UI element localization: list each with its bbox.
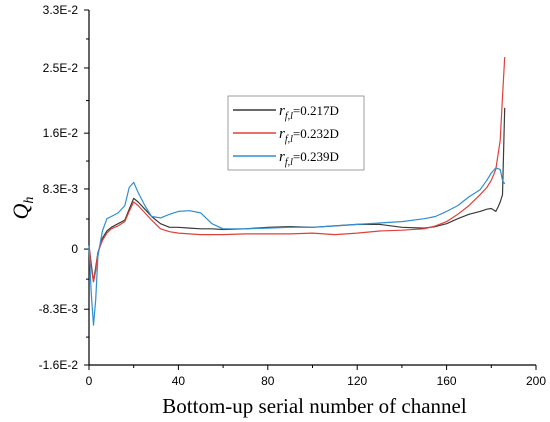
series-line-3 [88,167,506,326]
y-axis-title: Qh [8,197,37,220]
y-tick-label: 0 [71,242,78,256]
series-line-2 [88,57,506,283]
x-tick-label: 0 [86,374,93,388]
x-axis-title: Bottom-up serial number of channel [162,394,467,418]
y-tick-label: 3.3E-2 [43,3,79,17]
legend-label-1: rf,l=0.217D [279,103,339,122]
y-tick-label: 8.3E-3 [43,182,79,196]
series-lines [88,57,506,326]
axes [88,10,536,366]
series-line-1 [88,107,506,283]
x-tick-label: 160 [437,374,457,388]
legend: rf,l=0.217D rf,l=0.232D rf,l=0.239D [227,95,365,171]
legend-label-3: rf,l=0.239D [279,149,339,168]
x-tick-label: 120 [347,374,367,388]
legend-label-2: rf,l=0.232D [279,126,339,145]
ticks: 0 40 80 120 160 200 -1.6E-2 -8.3E-3 0 8.3E-3 1.6E-… [39,3,547,388]
x-tick-label: 200 [526,374,546,388]
x-tick-label: 80 [261,374,275,388]
y-tick-label: 2.5E-2 [43,61,79,75]
y-tick-label: -8.3E-3 [39,302,79,316]
y-tick-label: 1.6E-2 [43,126,79,140]
y-tick-label: -1.6E-2 [39,358,79,372]
x-tick-label: 40 [172,374,186,388]
